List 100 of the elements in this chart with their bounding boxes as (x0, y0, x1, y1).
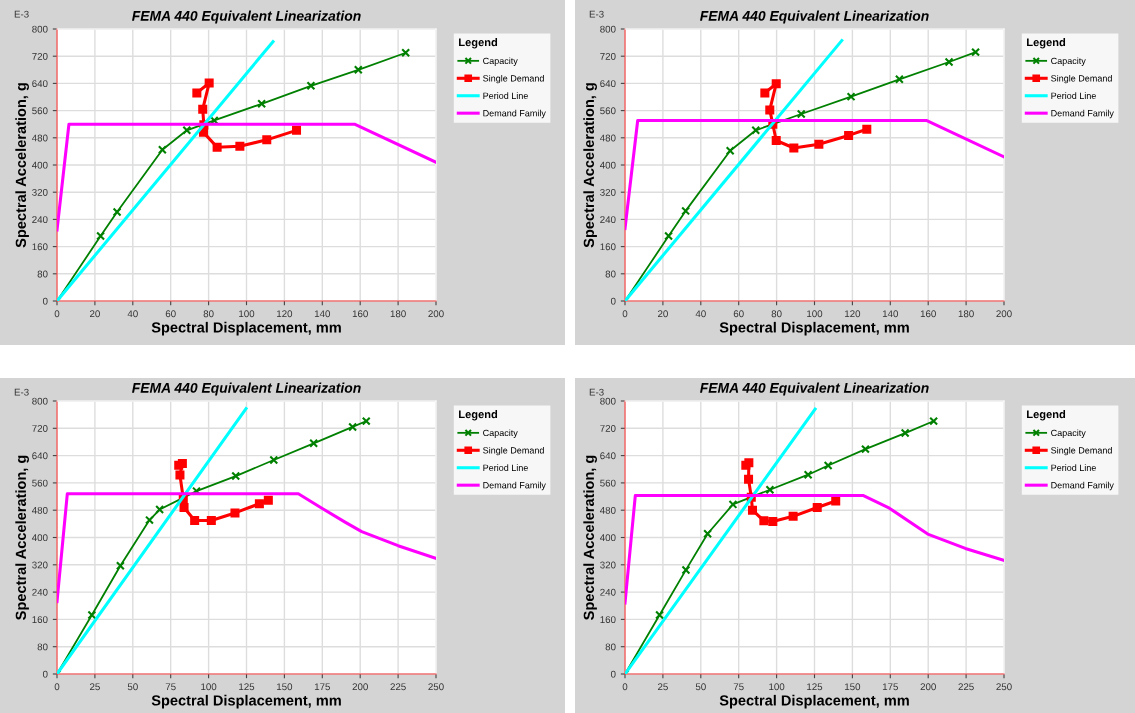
legend-label: Demand Family (483, 109, 546, 119)
x-tick-label: 225 (958, 683, 974, 691)
chart-title: FEMA 440 Equivalent Linearization (132, 382, 361, 396)
legend-title: Legend (1027, 410, 1066, 421)
legend-title: Legend (459, 410, 498, 421)
x-tick-label: 160 (352, 310, 368, 318)
y-tick-label: 640 (32, 80, 48, 88)
x-tick-label: 100 (769, 683, 785, 691)
y-tick-label: 800 (600, 397, 616, 405)
legend-label: Capacity (1051, 429, 1086, 438)
x-tick-label: 120 (277, 310, 293, 318)
x-tick-label: 140 (882, 310, 899, 318)
legend-label: Capacity (1051, 57, 1086, 66)
y-tick-label: 320 (600, 188, 616, 196)
y-tick-label: 800 (600, 25, 616, 33)
y-tick-label: 400 (31, 534, 48, 542)
x-axis-title: Spectral Displacement, mm (151, 321, 341, 336)
x-tick-label: 140 (314, 310, 331, 318)
y-tick-label: 80 (605, 270, 616, 278)
y-tick-label: 400 (599, 534, 616, 542)
y-tick-label: 640 (600, 452, 616, 460)
x-tick-label: 150 (845, 683, 861, 691)
legend-label: Single Demand (483, 74, 544, 84)
y-tick-label: 640 (600, 80, 616, 88)
x-tick-label: 200 (920, 683, 936, 691)
legend-label: Demand Family (1051, 109, 1114, 119)
x-tick-label: 100 (807, 310, 823, 318)
legend-label: Single Demand (1051, 446, 1112, 456)
x-tick-label: 150 (277, 683, 293, 691)
y-tick-label: 320 (32, 188, 48, 196)
y-axis-title: Spectral Acceleration, g (15, 83, 29, 248)
x-tick-label: 25 (89, 683, 100, 691)
y-tick-label: 0 (42, 670, 48, 678)
x-tick-label: 100 (201, 683, 217, 691)
y-tick-label: 560 (32, 107, 48, 115)
text: E-3 (14, 10, 29, 18)
x-tick-label: 50 (695, 683, 706, 691)
y-tick-label: 240 (600, 588, 616, 596)
x-tick-label: 75 (165, 683, 176, 691)
y-tick-label: 720 (32, 52, 48, 60)
chart-title: FEMA 440 Equivalent Linearization (700, 382, 929, 396)
y-tick-label: 480 (31, 134, 48, 142)
y-tick-label: 320 (600, 561, 616, 569)
x-tick-label: 125 (807, 683, 823, 691)
y-tick-label: 720 (600, 52, 616, 60)
legend-label: Demand Family (1051, 481, 1114, 491)
y-tick-label: 560 (600, 107, 616, 115)
legend-title: Legend (1027, 38, 1066, 49)
x-tick-label: 60 (733, 310, 744, 318)
x-tick-label: 0 (54, 683, 60, 691)
y-tick-label: 800 (32, 25, 48, 33)
x-tick-label: 0 (622, 683, 628, 691)
legend-label: Single Demand (483, 446, 544, 456)
y-axis-title: Spectral Acceleration, g (583, 455, 597, 620)
x-tick-label: 20 (657, 310, 668, 318)
x-tick-label: 25 (657, 683, 668, 691)
y-tick-label: 560 (600, 479, 616, 487)
x-tick-label: 80 (203, 310, 214, 318)
x-axis-title: Spectral Displacement, mm (719, 321, 909, 336)
y-tick-label: 240 (32, 216, 48, 224)
y-axis-title: Spectral Acceleration, g (583, 83, 597, 248)
legend-label: Period Line (483, 464, 528, 471)
x-tick-label: 120 (845, 310, 861, 318)
y-tick-label: 240 (32, 588, 48, 596)
chart-title: FEMA 440 Equivalent Linearization (132, 10, 361, 24)
legend-label: Capacity (483, 57, 518, 66)
chart-title: FEMA 440 Equivalent Linearization (700, 10, 929, 24)
x-tick-label: 180 (390, 310, 406, 318)
x-axis-title: Spectral Displacement, mm (719, 694, 909, 709)
x-axis-title: Spectral Displacement, mm (151, 694, 341, 709)
y-tick-label: 80 (605, 643, 616, 651)
x-tick-label: 75 (733, 683, 744, 691)
x-tick-label: 160 (920, 310, 936, 318)
x-tick-label: 40 (127, 310, 138, 318)
legend-title: Legend (459, 38, 498, 49)
x-tick-label: 80 (771, 310, 782, 318)
legend-label: Capacity (483, 429, 518, 438)
y-tick-label: 560 (32, 479, 48, 487)
x-tick-label: 250 (428, 683, 444, 691)
y-tick-label: 800 (32, 397, 48, 405)
x-tick-label: 250 (996, 683, 1012, 691)
x-tick-label: 50 (127, 683, 138, 691)
legend-label: Period Line (1051, 92, 1096, 99)
y-tick-label: 480 (599, 134, 616, 142)
x-tick-label: 225 (390, 683, 406, 691)
y-tick-label: 0 (610, 670, 616, 678)
y-tick-label: 80 (37, 643, 48, 651)
x-tick-label: 175 (314, 683, 330, 691)
y-tick-label: 160 (32, 243, 48, 251)
legend-label: Demand Family (483, 481, 546, 491)
x-tick-label: 200 (428, 310, 444, 318)
x-tick-label: 200 (996, 310, 1012, 318)
y-tick-label: 720 (600, 425, 616, 432)
x-tick-label: 175 (882, 683, 898, 691)
y-tick-label: 640 (32, 452, 48, 460)
y-tick-label: 0 (42, 297, 48, 305)
x-tick-label: 20 (89, 310, 100, 318)
y-tick-label: 720 (32, 425, 48, 432)
x-tick-label: 100 (239, 310, 255, 318)
x-tick-label: 0 (54, 310, 60, 318)
